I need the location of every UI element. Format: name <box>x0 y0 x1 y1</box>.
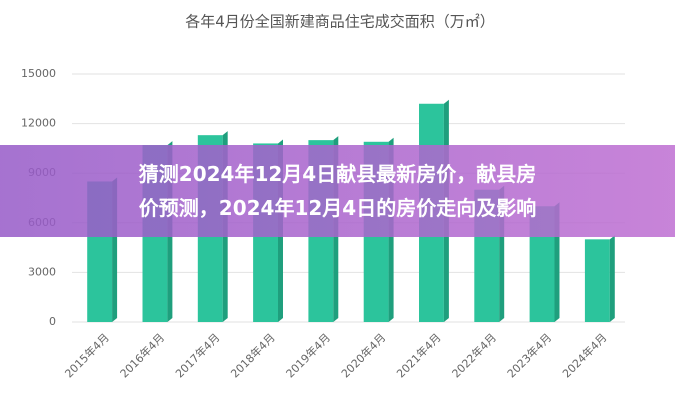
x-tick-label: 2024年4月 <box>559 330 609 380</box>
x-tick-label: 2020年4月 <box>338 330 388 380</box>
bar <box>584 239 610 322</box>
x-tick-label: 2015年4月 <box>62 330 112 380</box>
y-tick-label: 15000 <box>21 67 56 80</box>
x-tick-label: 2019年4月 <box>283 330 333 380</box>
overlay-line: 价预测，2024年12月4日的房价走向及影响 <box>138 196 537 220</box>
overlay-line: 猜测2024年12月4日献县最新房价，献县房 <box>138 162 537 186</box>
y-tick-label: 12000 <box>21 117 56 130</box>
y-tick-label: 0 <box>49 315 56 328</box>
x-tick-label: 2018年4月 <box>228 330 278 380</box>
chart-title: 各年4月份全国新建商品住宅成交面积（万㎡） <box>185 13 495 31</box>
overlay-banner: 猜测2024年12月4日献县最新房价，献县房 价预测，2024年12月4日的房价… <box>0 145 675 237</box>
y-tick-label: 3000 <box>28 265 56 278</box>
x-tick-label: 2016年4月 <box>117 330 167 380</box>
x-tick-label: 2022年4月 <box>449 330 499 380</box>
bar-side <box>609 235 615 322</box>
x-tick-label: 2021年4月 <box>393 330 443 380</box>
x-tick-label: 2023年4月 <box>504 330 554 380</box>
x-tick-label: 2017年4月 <box>172 330 222 380</box>
